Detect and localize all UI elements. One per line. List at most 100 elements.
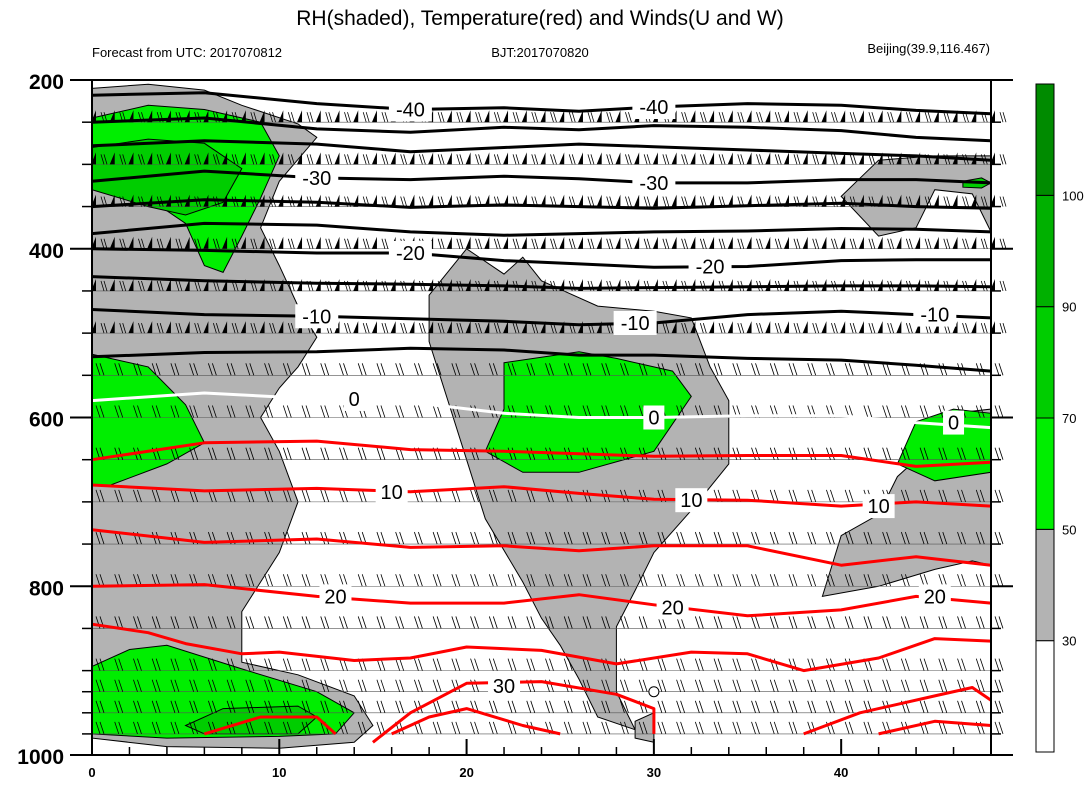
wind-barb (334, 152, 351, 165)
wind-barb (676, 700, 685, 713)
wind-barb (301, 405, 311, 418)
wind-barb (545, 574, 554, 587)
wind-barb (264, 363, 273, 376)
wind-barb (807, 363, 817, 376)
wind-barb (465, 152, 482, 165)
wind-barb (971, 321, 988, 334)
temperature-contour-30 (803, 686, 992, 736)
wind-barb (278, 236, 295, 249)
wind-barb (694, 574, 704, 587)
wind-barb (259, 110, 276, 123)
wind-barb (938, 489, 948, 503)
wind-barb (282, 721, 292, 735)
wind-barb (390, 194, 408, 207)
wind-barb (732, 447, 742, 460)
wind-barb (151, 489, 161, 503)
wind-barb (751, 531, 760, 545)
wind-barb (601, 363, 611, 376)
svg-text:20: 20 (324, 586, 346, 608)
wind-barb (751, 679, 760, 692)
y-tick-label: 1000 (17, 746, 64, 769)
wind-barb (470, 489, 479, 503)
wind-barb (222, 236, 239, 249)
contour-label: 20 (918, 584, 951, 609)
wind-barb (840, 321, 857, 334)
wind-barb (133, 363, 142, 376)
wind-barb (582, 700, 592, 713)
wind-barb (994, 721, 1004, 735)
wind-barb (264, 616, 273, 629)
wind-barb (451, 574, 461, 587)
wind-barb (301, 363, 311, 376)
wind-barb (957, 447, 966, 460)
wind-barb (971, 278, 988, 292)
wind-barb (826, 574, 835, 587)
wind-barb (727, 110, 745, 123)
wind-barb (563, 574, 573, 587)
wind-barb (844, 721, 854, 735)
wind-barb (844, 616, 854, 629)
wind-barb (353, 321, 370, 334)
wind-barb (414, 405, 423, 418)
wind-barb (151, 700, 161, 713)
wind-barb (769, 679, 779, 692)
wind-barb (858, 110, 876, 123)
wind-barb (432, 363, 442, 376)
wind-barb (919, 616, 929, 629)
svg-text:-10: -10 (920, 305, 949, 327)
wind-barb (282, 489, 292, 503)
wind-barb (938, 363, 948, 376)
wind-barb (596, 236, 614, 249)
wind-barb (840, 110, 857, 123)
wind-barb (315, 278, 333, 292)
colorbar: 30 50 70 90 100 (1035, 83, 1084, 753)
wind-barb (690, 194, 707, 207)
wind-barb (563, 721, 573, 735)
wind-barb (620, 405, 629, 418)
temperature-contour--30 (91, 169, 992, 185)
wind-barb (751, 700, 760, 713)
wind-barb (975, 405, 985, 418)
wind-barb (559, 194, 576, 207)
wind-barb (95, 700, 105, 713)
wind-barb (151, 721, 161, 735)
wind-barb (357, 679, 367, 692)
wind-barb (900, 531, 910, 545)
wind-barb (601, 405, 611, 418)
wind-barb (432, 679, 442, 692)
contour-label: 0 (343, 386, 365, 411)
wind-barb (540, 236, 557, 249)
wind-barb (507, 700, 517, 713)
wind-barb (620, 531, 629, 545)
wind-barb (151, 363, 161, 376)
wind-barb (694, 363, 704, 376)
wind-barb (507, 405, 517, 418)
wind-barb (259, 152, 276, 165)
wind-barb (507, 616, 517, 629)
x-tick-label: 40 (834, 765, 848, 780)
wind-barb (488, 700, 498, 713)
wind-barb (376, 679, 386, 692)
wind-barb (451, 616, 461, 629)
wind-barb (896, 236, 913, 249)
wind-barb (788, 489, 798, 503)
wind-barb (933, 194, 951, 207)
wind-barb (900, 405, 910, 418)
wind-barb (264, 721, 273, 735)
wind-barb (207, 616, 217, 629)
wind-barb (671, 236, 688, 249)
wind-barb (428, 152, 445, 165)
wind-barb (844, 700, 854, 713)
wind-barb (802, 321, 820, 334)
wind-barb (315, 236, 333, 249)
wind-barb (732, 679, 742, 692)
chart-subtitle-center: BJT:2017070820 (491, 45, 589, 60)
wind-barb (769, 700, 779, 713)
wind-barb (240, 236, 258, 249)
wind-barb (713, 721, 723, 735)
wind-barb (938, 679, 948, 692)
temperature-contour-30 (91, 622, 992, 673)
wind-barb (601, 616, 611, 629)
contour-label: 10 (675, 488, 708, 513)
wind-barb (503, 236, 520, 249)
